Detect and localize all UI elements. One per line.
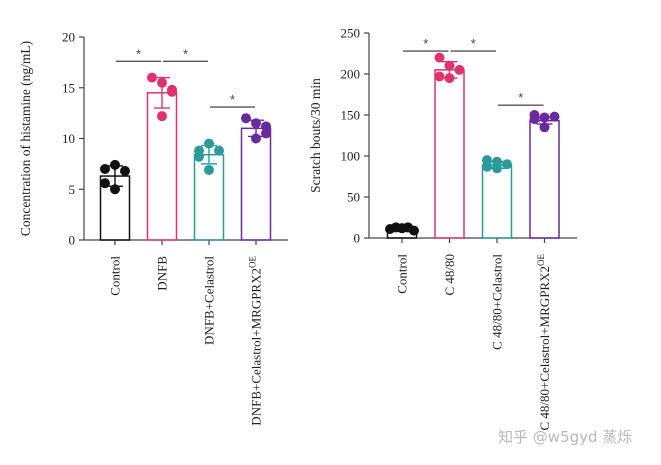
- data-point: [204, 164, 214, 175]
- x-tick-label: C 48/80+Celastrol: [490, 254, 505, 350]
- data-point: [100, 163, 110, 174]
- data-point: [539, 122, 550, 133]
- data-point: [434, 52, 445, 63]
- x-tick-label: DNFB: [155, 256, 170, 291]
- data-point: [444, 73, 455, 84]
- x-tick-label: Control: [395, 254, 410, 294]
- data-point: [241, 113, 251, 124]
- y-tick-label: 100: [341, 149, 361, 164]
- bar: [434, 69, 465, 239]
- bar: [529, 119, 560, 239]
- data-point: [261, 121, 271, 132]
- y-axis-title: Concentration of histamine (ng/mL): [18, 41, 33, 236]
- x-tick-label: Control: [108, 256, 123, 296]
- y-axis-title: Scratch bouts/30 min: [308, 78, 323, 193]
- data-point: [251, 118, 261, 129]
- x-tick-label: DNFB+Celastrol+MRGPRX2OE: [248, 256, 264, 426]
- data-point: [147, 72, 157, 83]
- data-point: [539, 112, 550, 123]
- data-point: [529, 114, 540, 125]
- chart-panel-1: 0 5 10 15 20 Concentration of histamine (ng/m…: [18, 30, 288, 426]
- superscript: OE: [536, 254, 546, 266]
- data-point: [434, 71, 445, 82]
- y-tick-label: 0: [354, 231, 361, 246]
- significance-label: *: [471, 36, 476, 51]
- data-point: [251, 133, 261, 144]
- data-point: [214, 145, 224, 156]
- y-tick-label: 15: [62, 80, 75, 95]
- data-point: [261, 128, 271, 139]
- data-point: [492, 163, 502, 174]
- y-tick-label: 50: [347, 190, 360, 205]
- data-point: [549, 111, 560, 122]
- x-tick-label: C 48/80: [442, 254, 457, 296]
- data-point: [157, 111, 167, 122]
- label-text: C 48/80+Celastrol+MRGPRX2: [537, 266, 552, 431]
- data-point: [482, 161, 492, 172]
- bar: [240, 127, 272, 241]
- significance-label: *: [518, 90, 523, 105]
- y-tick-label: 150: [341, 108, 361, 123]
- label-text: DNFB+Celastrol+MRGPRX2: [249, 268, 264, 426]
- significance-label: *: [136, 46, 141, 61]
- x-tick-label: DNFB+Celastrol: [202, 256, 217, 345]
- y-tick-label: 200: [341, 67, 361, 82]
- y-tick-label: 10: [62, 131, 75, 146]
- y-tick-label: 5: [69, 182, 76, 197]
- watermark: 知乎 @w5gyd 蒸烁: [498, 428, 633, 446]
- data-point: [194, 151, 204, 162]
- data-point: [204, 138, 214, 149]
- y-tick-label: 20: [62, 30, 75, 45]
- superscript: OE: [248, 256, 258, 268]
- y-tick-label: 250: [341, 26, 361, 41]
- y-tick-label: 0: [69, 233, 76, 248]
- data-point: [110, 159, 120, 170]
- x-tick-label: C 48/80+Celastrol+MRGPRX2OE: [536, 254, 552, 431]
- significance-label: *: [423, 36, 428, 51]
- data-point: [100, 178, 110, 189]
- significance-label: *: [183, 46, 188, 61]
- data-point: [409, 225, 419, 236]
- bar: [481, 164, 513, 239]
- data-point: [157, 77, 167, 88]
- data-point: [502, 159, 512, 170]
- data-point: [110, 184, 120, 195]
- significance-label: *: [230, 92, 235, 107]
- chart-panel-2: 0 50 100 150 200 250 Scratch bouts/30 min Contr…: [308, 26, 577, 431]
- data-point: [444, 60, 455, 71]
- data-point: [167, 86, 177, 97]
- data-point: [120, 165, 130, 176]
- data-point: [454, 64, 465, 75]
